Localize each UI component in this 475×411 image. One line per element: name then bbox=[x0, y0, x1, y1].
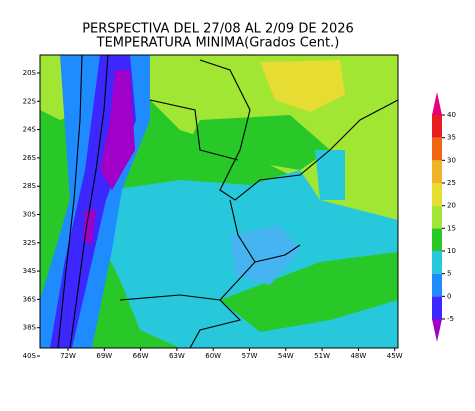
colorbar-band bbox=[432, 160, 442, 183]
lon-label: 57W bbox=[242, 352, 258, 360]
colorbar-label: -5 bbox=[447, 315, 454, 323]
lon-label: 63W bbox=[169, 352, 185, 360]
borders bbox=[57, 55, 398, 348]
colorbar-label: 35 bbox=[447, 134, 456, 142]
colorbar-label: 0 bbox=[447, 292, 451, 300]
title-line: TEMPERATURA MINIMA(Grados Cent.) bbox=[96, 36, 340, 51]
colorbar-band bbox=[432, 273, 442, 297]
lat-label: 40S bbox=[23, 352, 37, 360]
colorbar-band bbox=[432, 228, 442, 251]
lon-label: 51W bbox=[314, 352, 330, 360]
colorbar-band bbox=[432, 115, 442, 138]
lat-label: 26S bbox=[23, 154, 37, 162]
field bbox=[83, 210, 96, 245]
lat-label: 36S bbox=[23, 295, 37, 303]
colorbar-label: 20 bbox=[447, 202, 456, 210]
lon-axis: 72W 69W 66W 63W 60W 57W 54W 51W 48W 45W bbox=[60, 348, 403, 360]
lat-label: 38S bbox=[23, 324, 37, 332]
colorbar-band bbox=[432, 183, 442, 206]
colorbar-label: 15 bbox=[447, 224, 456, 232]
colorbar-band bbox=[432, 205, 442, 229]
colorbar-label: 25 bbox=[447, 179, 456, 187]
colorbar-label: 5 bbox=[447, 270, 451, 278]
lat-label: 34S bbox=[23, 267, 37, 275]
lat-label: 24S bbox=[23, 126, 37, 134]
lon-label: 69W bbox=[96, 352, 112, 360]
lon-label: 60W bbox=[205, 352, 221, 360]
colorbar-band bbox=[432, 296, 442, 319]
field bbox=[190, 115, 330, 170]
map-area bbox=[39, 54, 399, 349]
colorbar-end bbox=[432, 92, 442, 115]
field bbox=[220, 252, 398, 332]
lon-label: 48W bbox=[350, 352, 366, 360]
colorbar-band bbox=[432, 251, 442, 274]
colorbar-band bbox=[432, 137, 442, 161]
lat-axis: 20S 22S 24S 26S 28S 30S 32S 34S 36S 38S 40S bbox=[23, 69, 40, 360]
field bbox=[260, 60, 345, 112]
lat-label: 22S bbox=[23, 97, 37, 105]
colorbar-label: 40 bbox=[447, 111, 456, 119]
lon-label: 72W bbox=[60, 352, 76, 360]
lon-label: 45W bbox=[387, 352, 403, 360]
lat-label: 32S bbox=[23, 239, 37, 247]
title-line: PERSPECTIVA DEL 27/08 AL 2/09 DE 2026 bbox=[82, 22, 354, 37]
field bbox=[315, 150, 345, 200]
lat-label: 20S bbox=[23, 69, 37, 77]
colorbar-label: 30 bbox=[447, 156, 456, 164]
colorbar-end bbox=[432, 319, 442, 342]
field bbox=[100, 70, 135, 190]
lon-label: 54W bbox=[278, 352, 294, 360]
lat-label: 28S bbox=[23, 182, 37, 190]
lon-label: 66W bbox=[133, 352, 149, 360]
colorbar-label: 10 bbox=[447, 247, 456, 255]
colorbar: -5 0 5 10 15 20 25 30 35 40 bbox=[432, 92, 456, 342]
lat-label: 30S bbox=[23, 211, 37, 219]
map-frame bbox=[39, 54, 399, 349]
